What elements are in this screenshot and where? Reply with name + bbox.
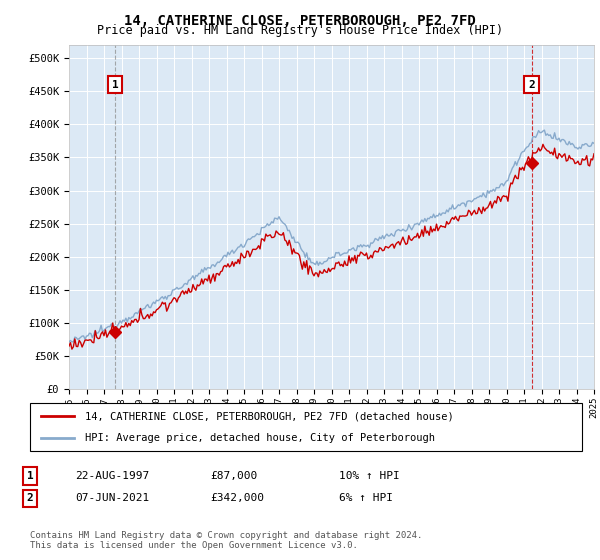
Text: 14, CATHERINE CLOSE, PETERBOROUGH, PE2 7FD (detached house): 14, CATHERINE CLOSE, PETERBOROUGH, PE2 7… [85,412,454,422]
Text: 10% ↑ HPI: 10% ↑ HPI [339,471,400,481]
Text: HPI: Average price, detached house, City of Peterborough: HPI: Average price, detached house, City… [85,433,435,444]
Text: Contains HM Land Registry data © Crown copyright and database right 2024.
This d: Contains HM Land Registry data © Crown c… [30,530,422,550]
Text: 22-AUG-1997: 22-AUG-1997 [75,471,149,481]
Text: 07-JUN-2021: 07-JUN-2021 [75,493,149,503]
Text: 2: 2 [26,493,34,503]
Text: 1: 1 [26,471,34,481]
Text: 6% ↑ HPI: 6% ↑ HPI [339,493,393,503]
Text: £87,000: £87,000 [210,471,257,481]
Text: Price paid vs. HM Land Registry's House Price Index (HPI): Price paid vs. HM Land Registry's House … [97,24,503,37]
Text: 2: 2 [529,80,535,90]
FancyBboxPatch shape [30,403,582,451]
Text: 1: 1 [112,80,119,90]
Text: £342,000: £342,000 [210,493,264,503]
Text: 14, CATHERINE CLOSE, PETERBOROUGH, PE2 7FD: 14, CATHERINE CLOSE, PETERBOROUGH, PE2 7… [124,14,476,28]
